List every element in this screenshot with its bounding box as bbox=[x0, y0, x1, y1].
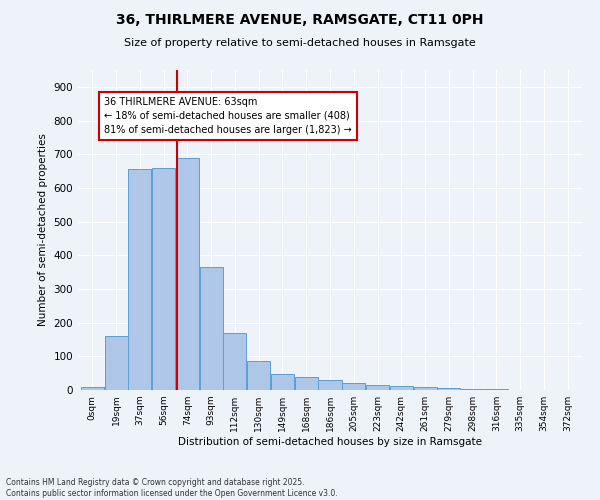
Text: Contains HM Land Registry data © Crown copyright and database right 2025.
Contai: Contains HM Land Registry data © Crown c… bbox=[6, 478, 338, 498]
Bar bbox=[176, 158, 199, 390]
Bar bbox=[200, 267, 223, 390]
Bar bbox=[247, 360, 270, 390]
X-axis label: Distribution of semi-detached houses by size in Ramsgate: Distribution of semi-detached houses by … bbox=[178, 437, 482, 447]
Bar bbox=[104, 336, 128, 390]
Text: 36 THIRLMERE AVENUE: 63sqm
← 18% of semi-detached houses are smaller (408)
81% o: 36 THIRLMERE AVENUE: 63sqm ← 18% of semi… bbox=[104, 97, 352, 135]
Bar bbox=[390, 386, 413, 390]
Bar bbox=[366, 386, 389, 390]
Bar bbox=[152, 168, 175, 390]
Bar bbox=[437, 388, 460, 390]
Bar bbox=[81, 388, 104, 390]
Bar bbox=[271, 374, 294, 390]
Bar bbox=[319, 380, 341, 390]
Bar bbox=[461, 389, 484, 390]
Bar bbox=[342, 384, 365, 390]
Text: Size of property relative to semi-detached houses in Ramsgate: Size of property relative to semi-detach… bbox=[124, 38, 476, 48]
Bar bbox=[295, 377, 318, 390]
Bar bbox=[413, 387, 437, 390]
Y-axis label: Number of semi-detached properties: Number of semi-detached properties bbox=[38, 134, 48, 326]
Bar bbox=[128, 170, 151, 390]
Text: 36, THIRLMERE AVENUE, RAMSGATE, CT11 0PH: 36, THIRLMERE AVENUE, RAMSGATE, CT11 0PH bbox=[116, 12, 484, 26]
Bar bbox=[223, 332, 247, 390]
